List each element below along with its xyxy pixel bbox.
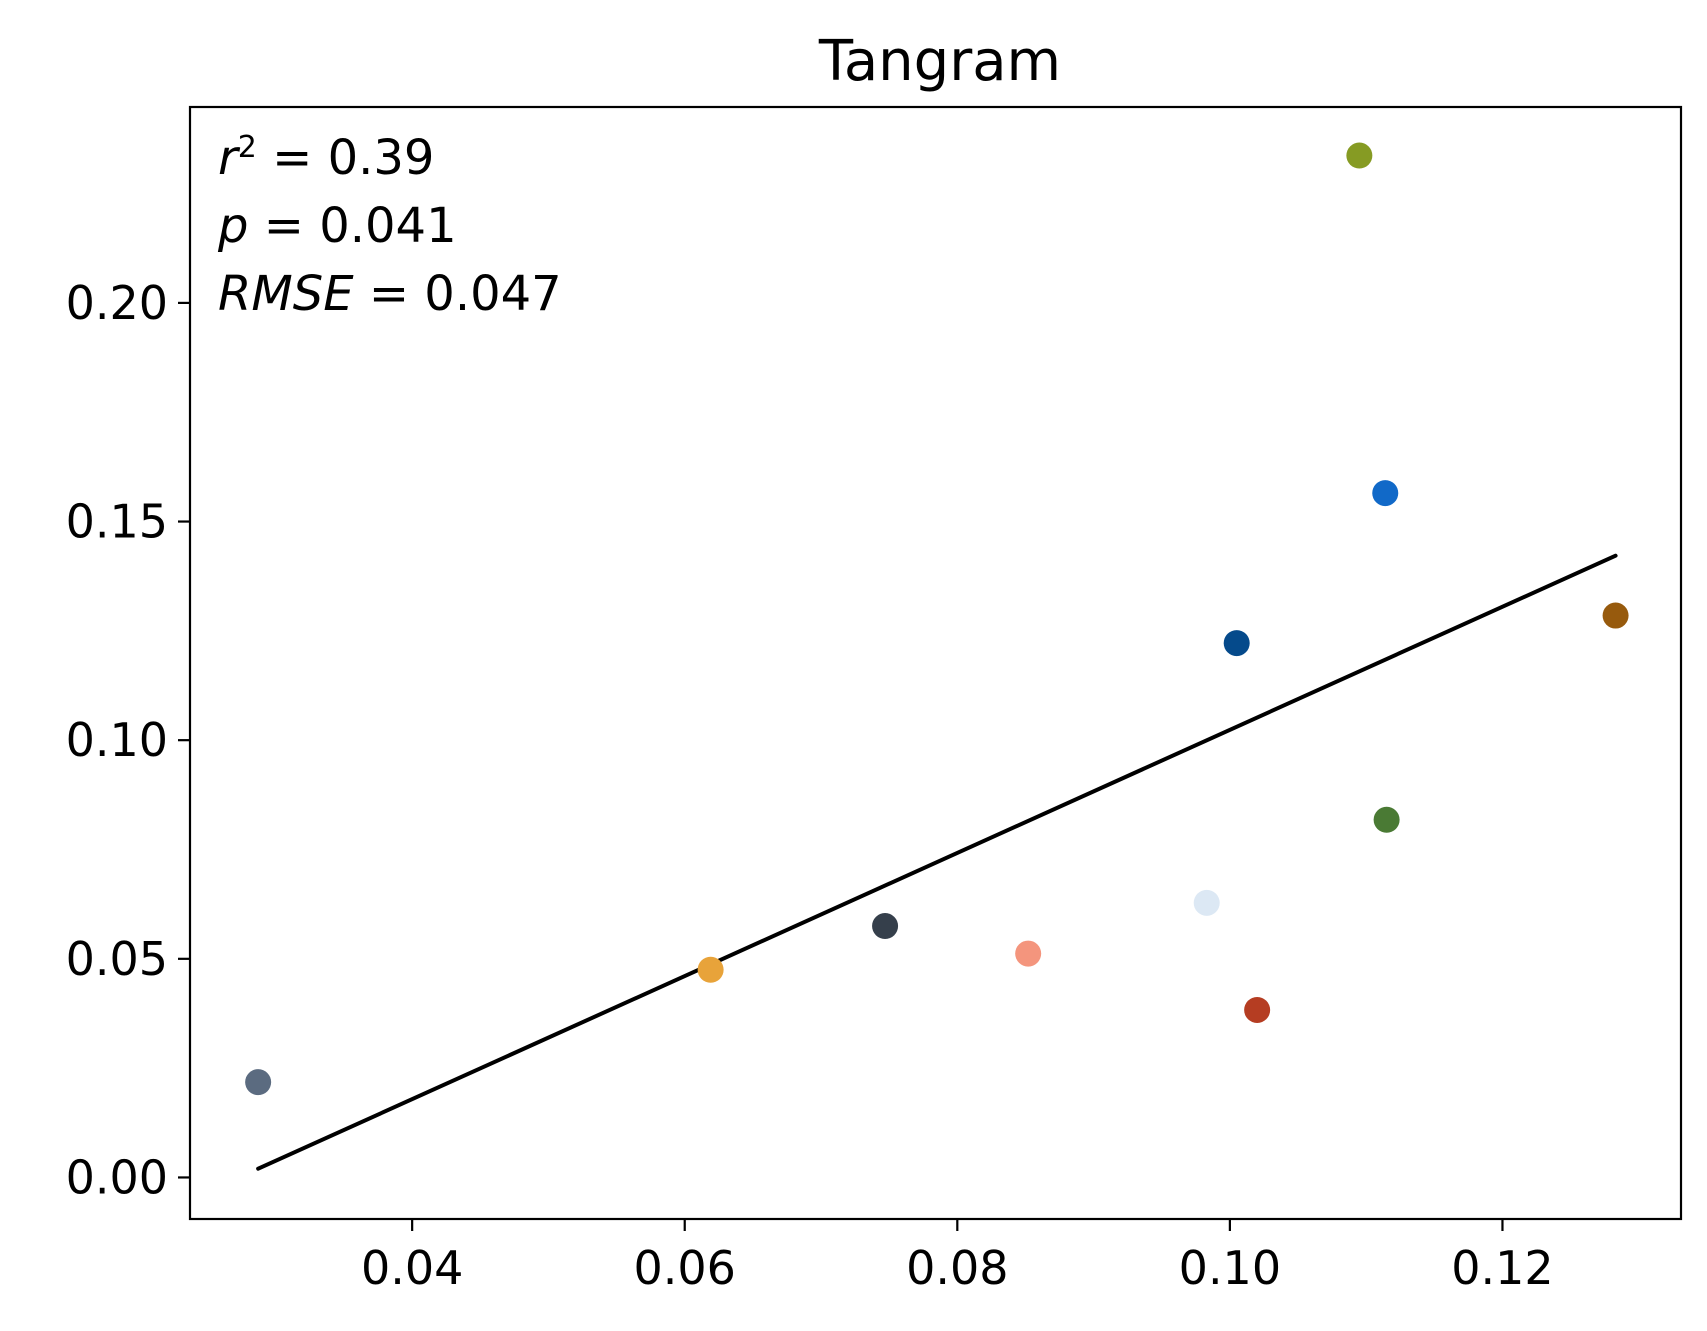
y-axis-ticks: 0.00 0.05 0.10 0.15 0.20 — [66, 276, 190, 1204]
stats-annotations: r2 = 0.39 p = 0.041 RMSE = 0.047 — [217, 130, 562, 323]
p-value-annotation: p = 0.041 — [217, 198, 457, 254]
y-tick-label: 0.20 — [66, 276, 168, 330]
data-point — [872, 913, 899, 940]
rmse-annotation: RMSE = 0.047 — [218, 266, 562, 322]
chart-title: Tangram — [818, 29, 1061, 94]
data-point — [1193, 889, 1220, 916]
data-point — [1223, 630, 1250, 657]
x-tick-label: 0.06 — [634, 1241, 736, 1295]
data-point — [1602, 602, 1629, 629]
data-point — [697, 956, 724, 983]
x-tick-label: 0.08 — [906, 1241, 1008, 1295]
y-tick-label: 0.15 — [66, 495, 168, 549]
regression-line — [256, 553, 1618, 1171]
x-tick-label: 0.10 — [1179, 1241, 1281, 1295]
data-point — [1015, 940, 1042, 967]
y-tick-label: 0.05 — [66, 932, 168, 986]
data-point — [1373, 806, 1400, 833]
x-axis-ticks: 0.04 0.06 0.08 0.10 0.12 — [361, 1219, 1554, 1295]
data-point — [1372, 480, 1399, 507]
x-tick-label: 0.12 — [1451, 1241, 1553, 1295]
y-tick-label: 0.10 — [66, 713, 168, 767]
data-points — [245, 142, 1629, 1096]
y-tick-label: 0.00 — [66, 1150, 168, 1204]
regression-line-layer — [256, 553, 1618, 1171]
data-point — [1346, 142, 1373, 169]
plot-area-frame — [188, 105, 1683, 1221]
data-point — [245, 1069, 272, 1096]
x-tick-label: 0.04 — [361, 1241, 463, 1295]
data-point — [1244, 996, 1271, 1023]
r-squared-annotation: r2 = 0.39 — [218, 130, 434, 187]
